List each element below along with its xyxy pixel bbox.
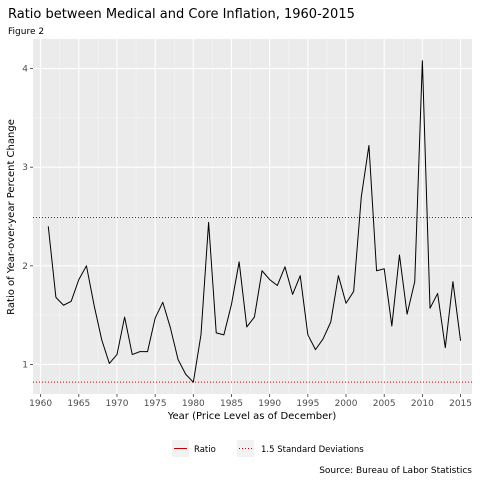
grid-lines [33,39,472,394]
y-tick-label: 1 [22,360,28,370]
x-tick-label: 1985 [220,399,243,409]
x-tick-label: 2015 [449,399,472,409]
x-tick-label: 2000 [335,399,358,409]
y-tick-label: 4 [22,65,28,75]
x-tick-label: 1990 [258,399,281,409]
x-axis-title: Year (Price Level as of December) [167,411,337,422]
y-axis-title: Ratio of Year-over-year Percent Change [6,119,17,315]
y-tick-label: 3 [22,163,28,173]
x-tick-label: 1965 [67,399,90,409]
x-ticks: 1960 1965 1970 1975 1980 1985 1990 1995 2000 2005… [29,394,472,409]
legend-label: Ratio [194,445,216,455]
series-lines [47,60,462,383]
y-ticks: 1 2 3 4 [22,65,33,370]
x-tick-label: 1970 [106,399,129,409]
chart-subtitle: Figure 2 [8,27,44,37]
legend-label: 1.5 Standard Deviations [261,445,364,455]
reference-lines [33,216,472,383]
x-tick-label: 1980 [182,399,205,409]
x-tick-label: 1975 [144,399,167,409]
x-tick-label: 2010 [411,399,434,409]
x-tick-label: 2005 [373,399,396,409]
chart-caption: Source: Bureau of Labor Statistics [319,466,472,476]
chart-title: Ratio between Medical and Core Inflation… [8,7,355,22]
legend-item: 1.5 Standard Deviations [237,440,364,457]
x-tick-label: 1960 [29,399,52,409]
legend-item: Ratio [172,440,216,457]
y-tick-label: 2 [22,262,28,272]
legend: Ratio 1.5 Standard Deviations [172,440,364,457]
x-tick-label: 1995 [296,399,319,409]
ratio-line [47,60,462,383]
